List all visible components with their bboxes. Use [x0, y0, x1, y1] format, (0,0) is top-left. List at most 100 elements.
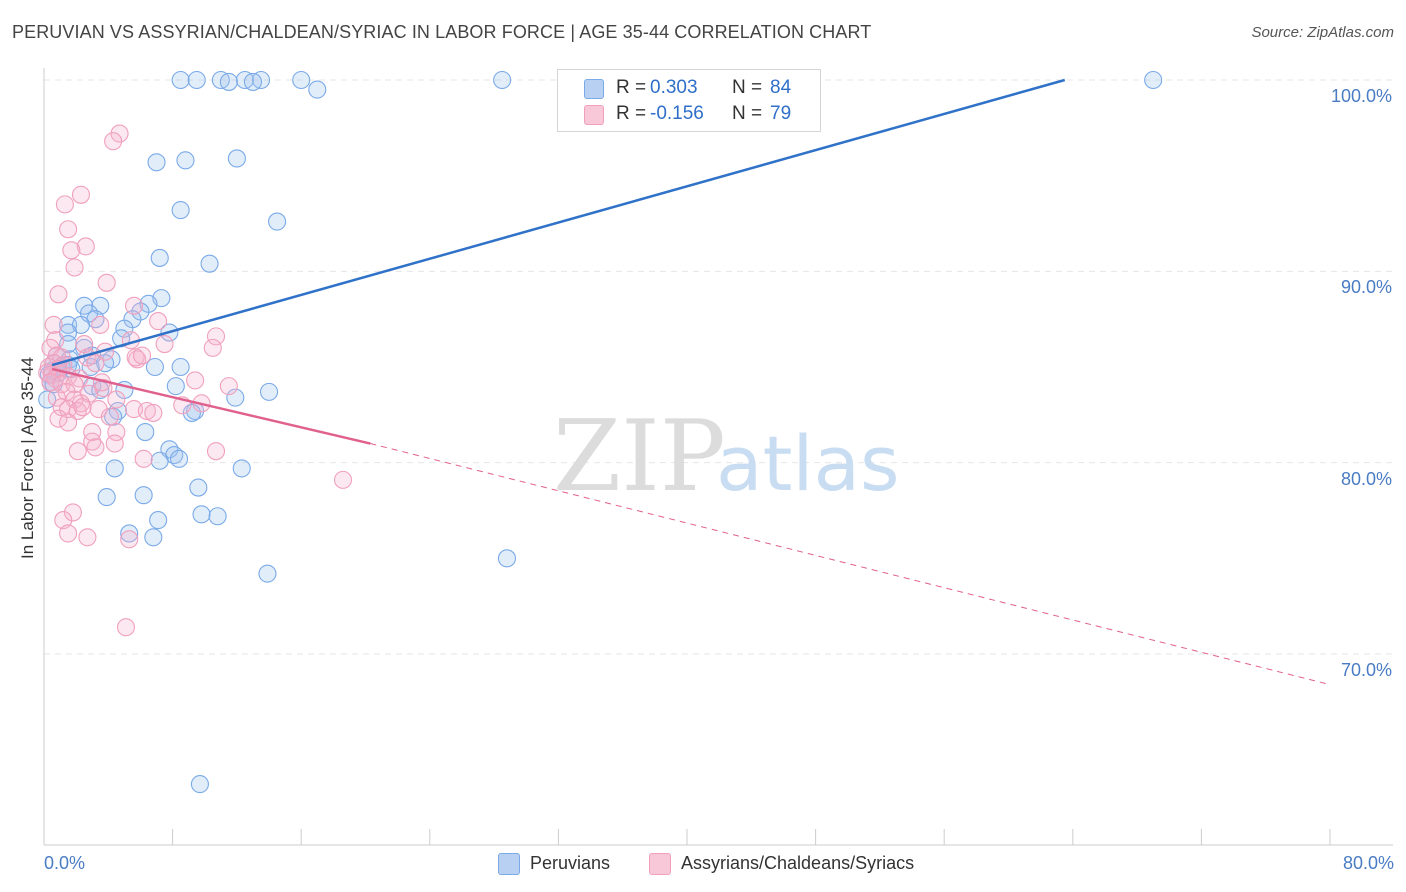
assyrian-point [44, 315, 63, 334]
assyrian-point [73, 398, 92, 417]
legend-n-label: N = [732, 77, 763, 98]
peruvian-point [227, 149, 246, 168]
assyrian-point [120, 530, 139, 549]
peruvian-point [150, 451, 169, 470]
assyrian-point [54, 511, 73, 530]
y-tick-label: 70.0% [1340, 660, 1392, 680]
peruvian-point [171, 357, 190, 377]
source-label: Source: ZipAtlas.com [1251, 24, 1394, 41]
assyrian-point [134, 449, 153, 468]
assyrian-point [78, 528, 97, 547]
legend-r-value: -0.156 [650, 103, 704, 124]
peruvian-point [493, 70, 512, 90]
peruvian-point [147, 153, 166, 172]
peruvian-point [144, 528, 163, 547]
peruvian-point [1144, 70, 1163, 90]
assyrian-point [116, 618, 136, 637]
assyrian-point [100, 407, 119, 426]
assyrian-point [55, 195, 74, 214]
peruvian-point [182, 403, 201, 422]
peruvian-point [189, 478, 208, 497]
assyrian-trend-line [51, 367, 371, 445]
peruvian-point [292, 70, 311, 90]
legend-r-label: R = [616, 77, 647, 98]
assyrian-point [107, 390, 126, 409]
assyrian-point [155, 334, 174, 354]
series-label: Peruvians [530, 853, 611, 873]
peruvian-point [115, 319, 134, 338]
assyrian-point [206, 327, 226, 346]
assyrian-point [49, 409, 68, 428]
peruvian-point [192, 505, 211, 524]
peruvian-point [190, 775, 209, 794]
series-label: Assyrians/Chaldeans/Syriacs [681, 853, 915, 873]
peruvian-point [136, 423, 155, 442]
assyrian-point [105, 434, 124, 453]
peruvian-point [232, 459, 251, 478]
peruvian-point [259, 382, 279, 401]
legend-n-value: 84 [770, 77, 792, 98]
peruvian-point [134, 486, 153, 505]
peruvian-point [200, 254, 219, 273]
peruvian-point [308, 80, 327, 99]
watermark-zip: ZIP [553, 400, 726, 514]
peruvian-point [226, 388, 245, 407]
assyrian-point [76, 237, 95, 256]
assyrian-point [186, 371, 205, 390]
peruvian-point [97, 488, 116, 507]
series-swatch-blue [498, 853, 520, 875]
legend-swatch-blue [584, 79, 604, 99]
assyrian-point [75, 334, 94, 354]
series-swatch-pink [649, 853, 671, 875]
peruvian-point [258, 564, 277, 583]
legend-swatch-pink [584, 105, 604, 125]
peruvian-point [497, 549, 517, 568]
assyrian-point [83, 423, 102, 442]
x-tick-label-min: 0.0% [44, 853, 86, 873]
assyrian-point [124, 296, 144, 315]
y-tick-label: 100.0% [1330, 86, 1392, 106]
assyrian-point [206, 442, 226, 461]
assyrian-point [59, 524, 78, 543]
assyrian-point [59, 413, 78, 432]
assyrian-point [68, 442, 87, 461]
legend-n-label: N = [732, 103, 763, 124]
peruvian-point [243, 72, 263, 91]
assyrian-point [91, 315, 110, 334]
assyrian-point [133, 346, 152, 365]
peruvian-point [176, 151, 195, 170]
watermark-atlas: atlas [716, 419, 900, 508]
assyrian-point [219, 377, 238, 396]
peruvian-point [208, 507, 227, 526]
peruvian-point [145, 357, 164, 377]
peruvian-trend-line [51, 78, 1066, 367]
x-tick-label-max: 80.0% [1342, 853, 1394, 873]
assyrian-point [333, 470, 353, 489]
legend-n-value: 79 [770, 103, 792, 124]
assyrian-point [63, 503, 82, 522]
assyrian-point [59, 220, 78, 239]
peruvian-point [268, 212, 287, 231]
assyrian-point [149, 312, 168, 331]
assyrian-point [83, 432, 102, 451]
assyrian-point [126, 348, 145, 367]
assyrian-point [203, 338, 222, 357]
peruvian-point [187, 70, 206, 90]
axes [43, 68, 1393, 846]
peruvian-point [219, 72, 238, 91]
assyrian-point [144, 403, 163, 422]
peruvian-point [59, 315, 78, 334]
peruvian-point [171, 201, 190, 220]
peruvian-point [105, 459, 124, 478]
peruvian-point [149, 511, 168, 530]
trend-lines [51, 78, 1331, 686]
assyrian-point [62, 241, 81, 260]
watermark: ZIP atlas [553, 400, 900, 514]
peruvian-point [150, 248, 169, 267]
assyrian-point [86, 354, 105, 373]
legend-r-value: 0.303 [650, 77, 698, 98]
assyrian-point [86, 438, 105, 457]
peruvian-point [120, 524, 139, 543]
peruvian-point [171, 70, 190, 90]
